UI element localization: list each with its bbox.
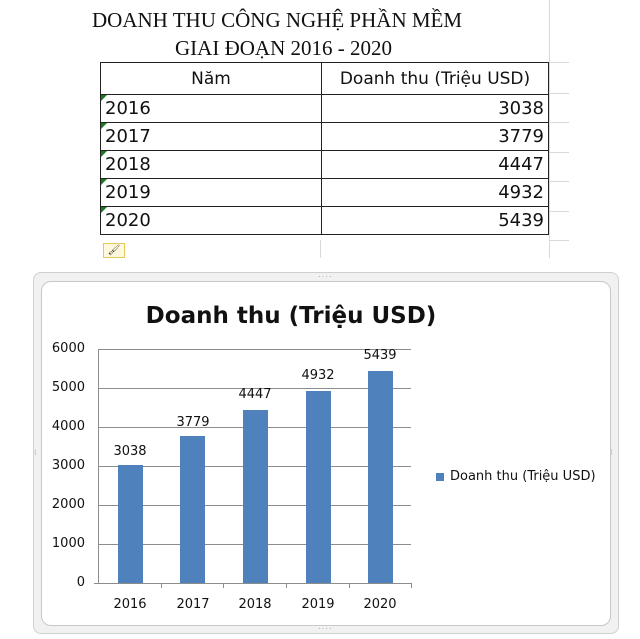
number-as-text-indicator-icon	[101, 123, 107, 129]
table-row: 2020 5439	[100, 206, 549, 235]
legend-label: Doanh thu (Triệu USD)	[450, 469, 596, 484]
y-tick-label: 4000	[51, 419, 85, 434]
data-label: 4447	[238, 387, 272, 402]
cell-year-text: 2018	[105, 154, 151, 175]
resize-handle-top-icon[interactable]: ····	[318, 272, 333, 281]
sheet-gridline	[549, 122, 569, 123]
cell-revenue[interactable]: 3038	[321, 94, 549, 123]
sheet-title-line-1: DOANH THU CÔNG NGHỆ PHẦN MỀM	[92, 8, 463, 32]
sheet-gridline	[549, 93, 569, 94]
data-table: Năm Doanh thu (Triệu USD) 2016 3038 2017…	[100, 62, 549, 235]
bar-2017[interactable]	[180, 436, 205, 583]
sheet-gridline	[320, 240, 321, 258]
table-header-row: Năm Doanh thu (Triệu USD)	[100, 62, 549, 95]
x-tick-label: 2020	[363, 597, 397, 612]
cell-year-text: 2019	[105, 182, 151, 203]
legend-swatch-icon	[436, 472, 444, 481]
cell-year[interactable]: 2020	[100, 206, 322, 235]
cell-revenue[interactable]: 4447	[321, 150, 549, 179]
cell-revenue[interactable]: 3779	[321, 122, 549, 151]
header-revenue[interactable]: Doanh thu (Triệu USD)	[321, 62, 549, 95]
y-tick-label: 3000	[51, 458, 85, 473]
x-axis-tick	[223, 583, 224, 588]
table-row: 2019 4932	[100, 178, 549, 207]
x-axis-tick	[349, 583, 350, 588]
number-as-text-indicator-icon	[101, 207, 107, 213]
y-tick-label: 0	[76, 575, 85, 590]
sheet-gridline	[549, 0, 550, 258]
cell-revenue[interactable]: 5439	[321, 206, 549, 235]
sheet-gridline	[549, 211, 569, 212]
x-tick-label: 2019	[301, 597, 335, 612]
sheet-title-line-2: GIAI ĐOẠN 2016 - 2020	[175, 36, 392, 60]
sheet-gridline	[549, 152, 569, 153]
y-tick-label: 1000	[51, 536, 85, 551]
paste-options-icon[interactable]: 🖌	[103, 243, 125, 258]
resize-handle-bottom-icon[interactable]: ····	[318, 624, 333, 633]
bar-2018[interactable]	[243, 410, 268, 583]
y-tick-label: 6000	[51, 341, 85, 356]
chart-title[interactable]: Doanh thu (Triệu USD)	[145, 303, 437, 329]
number-as-text-indicator-icon	[101, 95, 107, 101]
sheet-gridline	[549, 62, 569, 63]
chart-legend[interactable]: Doanh thu (Triệu USD)	[436, 469, 596, 484]
bar-2019[interactable]	[306, 391, 331, 583]
data-label: 3038	[113, 444, 147, 459]
cell-year[interactable]: 2018	[100, 150, 322, 179]
cell-year[interactable]: 2016	[100, 94, 322, 123]
x-tick-label: 2018	[238, 597, 272, 612]
table-row: 2018 4447	[100, 150, 549, 179]
header-year[interactable]: Năm	[100, 62, 322, 95]
data-label: 3779	[176, 415, 210, 430]
x-axis-tick	[161, 583, 162, 588]
data-label: 4932	[301, 368, 335, 383]
cell-year-text: 2017	[105, 126, 151, 147]
resize-handle-right-icon[interactable]: ⁝	[610, 448, 614, 457]
x-axis-tick	[411, 583, 412, 588]
bar-2020[interactable]	[368, 371, 393, 583]
sheet-gridline	[549, 240, 569, 241]
data-label: 5439	[363, 348, 397, 363]
y-axis-tick	[94, 583, 99, 584]
x-axis-tick	[286, 583, 287, 588]
bar-2016[interactable]	[118, 465, 143, 583]
y-tick-label: 5000	[51, 380, 85, 395]
x-tick-label: 2017	[176, 597, 210, 612]
y-axis-line	[98, 349, 99, 583]
cell-revenue[interactable]: 4932	[321, 178, 549, 207]
cell-year-text: 2020	[105, 210, 151, 231]
table-row: 2016 3038	[100, 94, 549, 123]
cell-year-text: 2016	[105, 98, 151, 119]
cell-year[interactable]: 2019	[100, 178, 322, 207]
y-gridline	[98, 388, 411, 389]
resize-handle-left-icon[interactable]: ⁝	[34, 448, 38, 457]
table-row: 2017 3779	[100, 122, 549, 151]
sheet-gridline	[549, 181, 569, 182]
cell-year[interactable]: 2017	[100, 122, 322, 151]
number-as-text-indicator-icon	[101, 179, 107, 185]
number-as-text-indicator-icon	[101, 151, 107, 157]
x-tick-label: 2016	[113, 597, 147, 612]
y-gridline	[98, 349, 411, 350]
x-axis-line	[98, 583, 411, 584]
y-tick-label: 2000	[51, 497, 85, 512]
